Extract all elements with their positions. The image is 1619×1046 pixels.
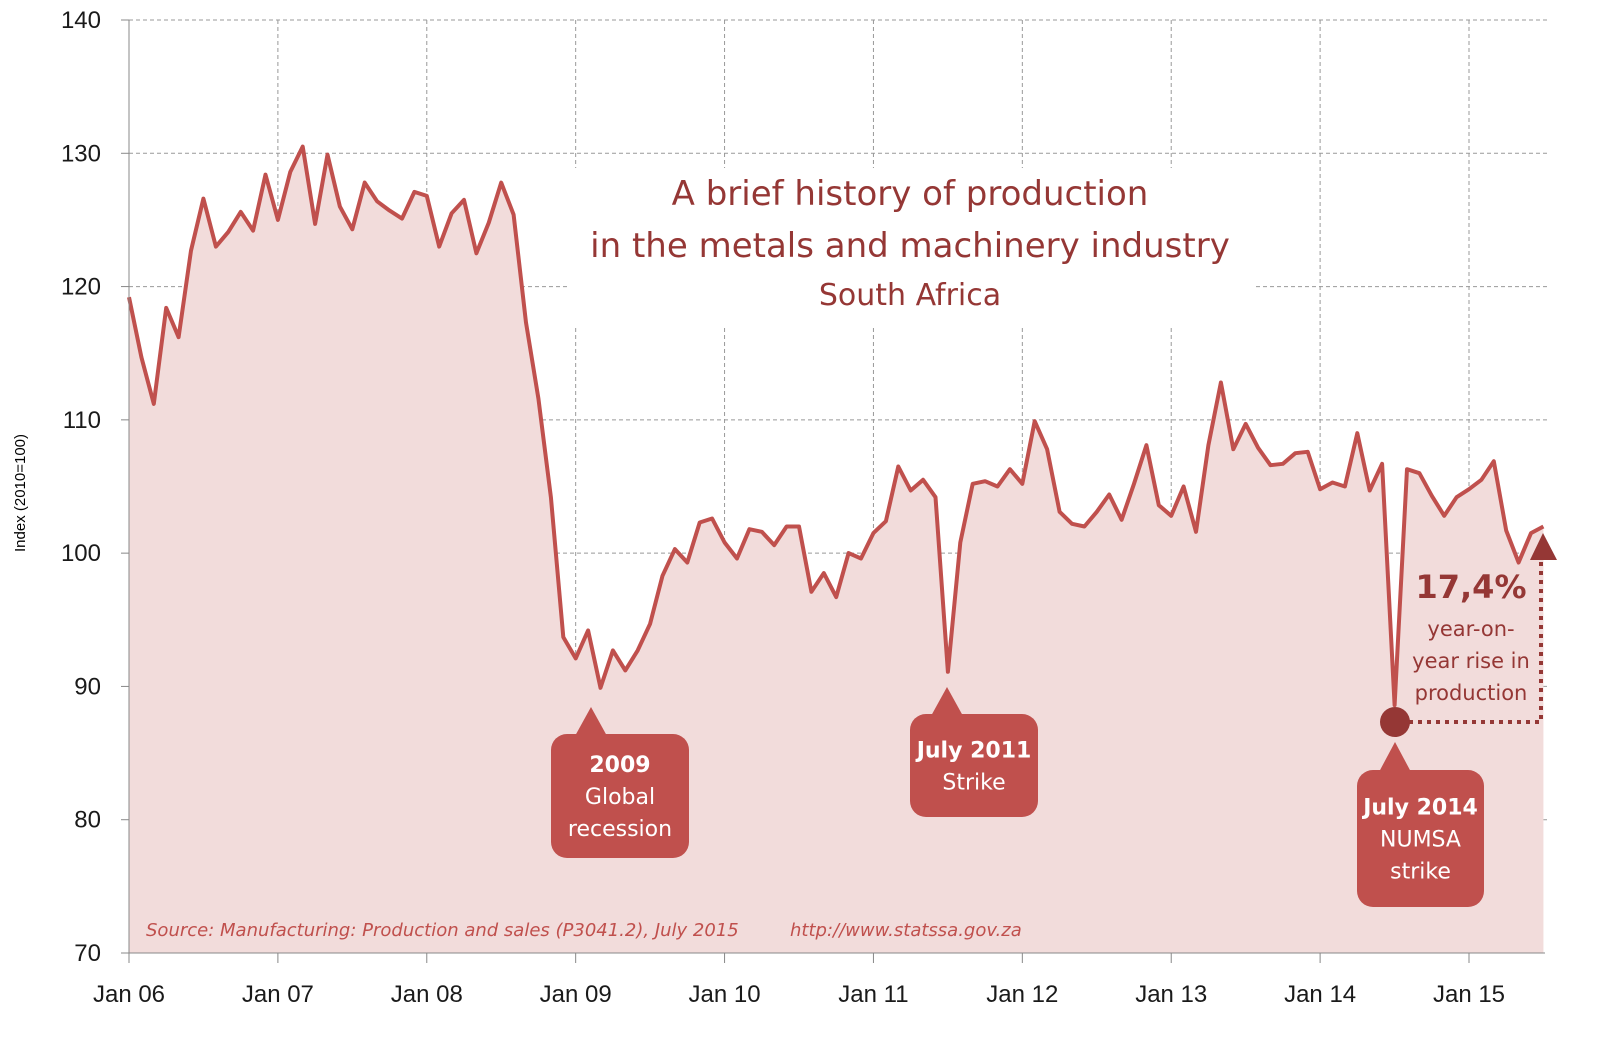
x-tick-label: Jan 09 [540, 981, 612, 1008]
callout-text: NUMSA [1380, 828, 1461, 853]
area-fill [129, 146, 1544, 954]
x-tick-label: Jan 12 [986, 981, 1058, 1008]
series-line [127, 144, 1545, 708]
source-url[interactable]: http://www.statssa.gov.za [790, 920, 1022, 941]
chart-title-line-2: in the metals and machinery industry [590, 226, 1230, 266]
callout-2009: 2009 Global recession [551, 707, 689, 858]
callout-box [910, 714, 1038, 817]
y-tick-label: 130 [61, 140, 101, 167]
x-tick-label: Jan 10 [689, 981, 761, 1008]
yoy-line-3: production [1415, 681, 1528, 705]
x-tick-label: Jan 07 [242, 981, 314, 1008]
callout-pointer [931, 687, 963, 716]
y-tick-label: 70 [74, 940, 101, 967]
callout-text: Strike [942, 771, 1005, 796]
y-tick-label: 120 [61, 274, 101, 301]
source-note: Source: Manufacturing: Production and sa… [146, 920, 739, 941]
yoy-line-2: year rise in [1412, 649, 1530, 673]
callout-title: 2009 [589, 753, 650, 778]
y-tick-label: 110 [63, 407, 101, 434]
chart-title-line-1: A brief history of production [672, 174, 1149, 214]
y-tick-label: 80 [74, 807, 101, 834]
strike-low-marker [1380, 707, 1410, 737]
y-tick-label: 90 [74, 673, 101, 700]
y-axis-label: Index (2010=100) [12, 434, 29, 552]
callout-box [1357, 770, 1484, 907]
x-tick-label: Jan 11 [838, 981, 908, 1008]
y-tick-label: 100 [61, 540, 101, 567]
axes [121, 19, 1545, 963]
callout-text: strike [1390, 860, 1451, 885]
x-tick-label: Jan 14 [1284, 981, 1356, 1008]
callout-pointer [1379, 742, 1411, 772]
x-tick-label: Jan 13 [1135, 981, 1207, 1008]
up-arrow-icon [1530, 533, 1557, 560]
x-tick-label: Jan 08 [391, 981, 463, 1008]
callout-text: Global [585, 785, 655, 810]
yoy-value: 17,4% [1415, 568, 1526, 606]
callout-text: recession [568, 817, 672, 842]
y-tick-label: 140 [61, 7, 101, 34]
yoy-annotation: 17,4% year-on- year rise in production [1380, 533, 1557, 737]
title-background [567, 168, 1255, 328]
x-tick-label: Jan 06 [93, 981, 165, 1008]
callout-pointer [575, 707, 607, 736]
callout-title: July 2011 [915, 739, 1032, 764]
callout-july-2014: July 2014 NUMSA strike [1357, 742, 1484, 907]
callout-box [551, 734, 689, 858]
yoy-line-1: year-on- [1427, 617, 1514, 641]
x-tick-label: Jan 15 [1433, 981, 1505, 1008]
callout-july-2011: July 2011 Strike [910, 687, 1038, 817]
callout-title: July 2014 [1361, 796, 1478, 821]
chart-subtitle: South Africa [819, 278, 1001, 313]
tick-labels: 70 80 90 100 110 120 130 140 Jan 06 Jan 07 Jan 08 J… [61, 7, 1505, 1008]
